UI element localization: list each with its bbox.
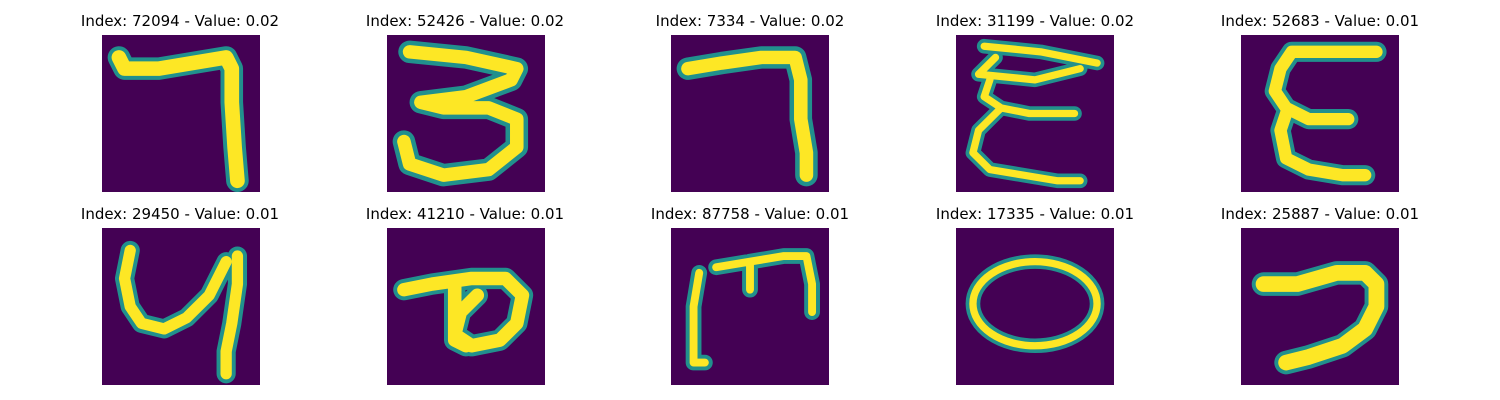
digit-image-9	[387, 228, 545, 385]
digit-image-7	[1241, 228, 1399, 385]
panel-title: Index: 25887 - Value: 0.01	[1220, 205, 1420, 223]
panel-title: Index: 52683 - Value: 0.01	[1220, 12, 1420, 30]
digit-image-3-inverted	[956, 35, 1114, 192]
digit-image-3-rotated	[671, 228, 829, 385]
digit-image-7	[102, 35, 260, 192]
panel-title: Index: 87758 - Value: 0.01	[650, 205, 850, 223]
digit-image-4	[102, 228, 260, 385]
panel-title: Index: 72094 - Value: 0.02	[80, 12, 280, 30]
panel-title: Index: 31199 - Value: 0.02	[935, 12, 1135, 30]
panel-title: Index: 7334 - Value: 0.02	[655, 12, 845, 30]
panel-title: Index: 29450 - Value: 0.01	[80, 205, 280, 223]
digit-image-7	[671, 35, 829, 192]
panel-title: Index: 41210 - Value: 0.01	[365, 205, 565, 223]
panel-title: Index: 17335 - Value: 0.01	[935, 205, 1135, 223]
digit-image-0	[956, 228, 1114, 385]
digit-image-3	[387, 35, 545, 192]
digit-image-3-inverted	[1241, 35, 1399, 192]
panel-title: Index: 52426 - Value: 0.02	[365, 12, 565, 30]
